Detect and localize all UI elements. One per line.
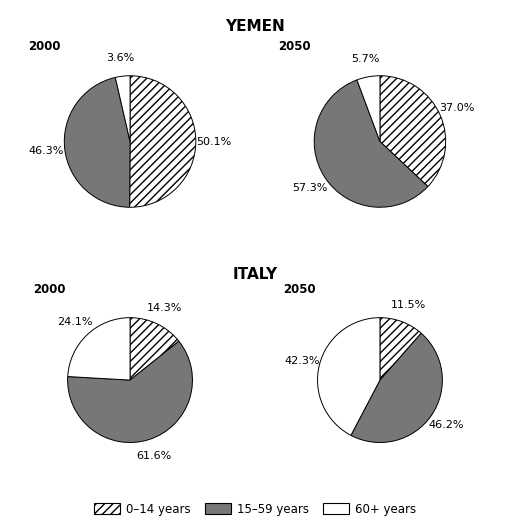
Wedge shape	[350, 333, 441, 442]
Text: 46.3%: 46.3%	[29, 146, 64, 156]
Wedge shape	[379, 76, 445, 187]
Text: 2050: 2050	[282, 284, 315, 296]
Wedge shape	[68, 341, 192, 442]
Wedge shape	[64, 77, 130, 207]
Text: 37.0%: 37.0%	[439, 103, 474, 113]
Text: ITALY: ITALY	[232, 267, 277, 282]
Text: 42.3%: 42.3%	[284, 356, 320, 366]
Text: 2000: 2000	[28, 40, 61, 52]
Text: 46.2%: 46.2%	[427, 421, 463, 431]
Text: 2000: 2000	[33, 284, 66, 296]
Text: 2050: 2050	[277, 40, 310, 52]
Wedge shape	[68, 317, 130, 380]
Wedge shape	[356, 76, 379, 142]
Wedge shape	[314, 80, 427, 207]
Text: 5.7%: 5.7%	[350, 54, 378, 63]
Text: 14.3%: 14.3%	[147, 303, 182, 313]
Text: 61.6%: 61.6%	[136, 451, 172, 461]
Legend: 0–14 years, 15–59 years, 60+ years: 0–14 years, 15–59 years, 60+ years	[89, 498, 420, 521]
Text: 3.6%: 3.6%	[106, 53, 134, 63]
Wedge shape	[129, 76, 195, 207]
Text: 50.1%: 50.1%	[196, 137, 232, 147]
Text: YEMEN: YEMEN	[224, 19, 285, 33]
Text: 24.1%: 24.1%	[58, 317, 93, 327]
Wedge shape	[115, 76, 130, 142]
Wedge shape	[317, 317, 379, 435]
Text: 11.5%: 11.5%	[390, 300, 425, 311]
Text: 57.3%: 57.3%	[292, 183, 327, 193]
Wedge shape	[379, 317, 420, 380]
Wedge shape	[130, 317, 179, 380]
